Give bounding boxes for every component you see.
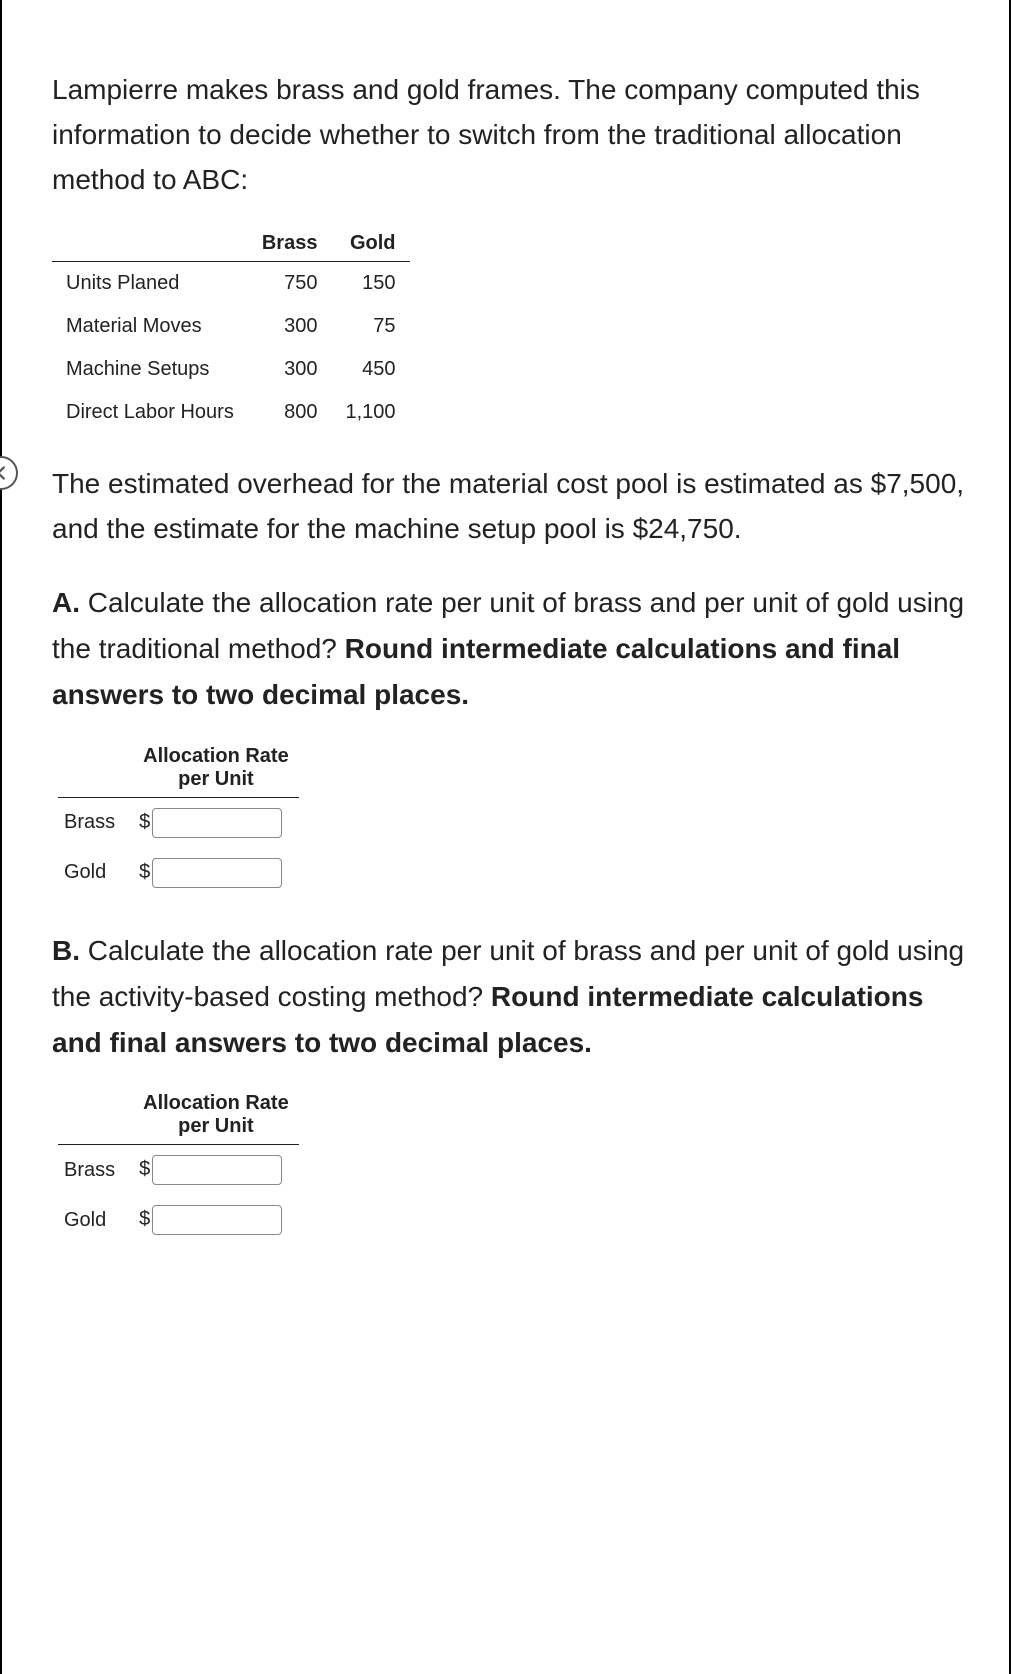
input-a-brass[interactable]: [152, 808, 282, 838]
cell-value: 450: [331, 348, 409, 391]
mid-text: The estimated overhead for the material …: [52, 462, 969, 552]
table-row: Units Planed 750 150: [52, 262, 410, 306]
alloc-b-blank-header: [58, 1088, 133, 1145]
input-a-gold[interactable]: [152, 858, 282, 888]
table-row: Machine Setups 300 450: [52, 348, 410, 391]
alloc-row-gold: Gold $: [58, 1195, 299, 1245]
cell-label: Direct Labor Hours: [52, 391, 248, 434]
input-b-gold[interactable]: [152, 1205, 282, 1235]
part-a-label: A.: [52, 587, 80, 618]
currency-symbol: $: [139, 811, 150, 834]
alloc-table-b: Allocation Rate per Unit Brass $ Gold $: [58, 1088, 299, 1245]
row-label-brass: Brass: [58, 797, 133, 848]
alloc-table-a: Allocation Rate per Unit Brass $ Gold $: [58, 741, 299, 898]
col-header-brass: Brass: [248, 226, 332, 262]
alloc-row-brass: Brass $: [58, 1145, 299, 1196]
col-header-gold: Gold: [331, 226, 409, 262]
alloc-b-gold-cell: $: [133, 1195, 299, 1245]
cell-label: Material Moves: [52, 305, 248, 348]
cell-label: Units Planed: [52, 262, 248, 306]
cell-value: 300: [248, 305, 332, 348]
input-b-brass[interactable]: [152, 1155, 282, 1185]
alloc-a-blank-header: [58, 741, 133, 798]
table-row: Direct Labor Hours 800 1,100: [52, 391, 410, 434]
cell-value: 75: [331, 305, 409, 348]
part-b-text: B. Calculate the allocation rate per uni…: [52, 928, 969, 1067]
part-b-label: B.: [52, 935, 80, 966]
intro-text: Lampierre makes brass and gold frames. T…: [52, 68, 969, 202]
alloc-header-line1: Allocation Rate: [143, 1092, 289, 1114]
cell-value: 800: [248, 391, 332, 434]
nav-marker-icon[interactable]: [0, 456, 18, 490]
alloc-header-line2: per Unit: [178, 768, 254, 790]
alloc-row-gold: Gold $: [58, 848, 299, 898]
cell-value: 300: [248, 348, 332, 391]
alloc-row-brass: Brass $: [58, 797, 299, 848]
alloc-a-gold-cell: $: [133, 848, 299, 898]
currency-symbol: $: [139, 1158, 150, 1181]
currency-symbol: $: [139, 1208, 150, 1231]
col-header-blank: [52, 226, 248, 262]
currency-symbol: $: [139, 861, 150, 884]
cell-label: Machine Setups: [52, 348, 248, 391]
cell-value: 750: [248, 262, 332, 306]
cell-value: 150: [331, 262, 409, 306]
row-label-gold: Gold: [58, 848, 133, 898]
row-label-brass: Brass: [58, 1145, 133, 1196]
alloc-b-brass-cell: $: [133, 1145, 299, 1196]
data-table: Brass Gold Units Planed 750 150 Material…: [52, 226, 410, 434]
cell-value: 1,100: [331, 391, 409, 434]
alloc-header-line2: per Unit: [178, 1115, 254, 1137]
table-row: Material Moves 300 75: [52, 305, 410, 348]
alloc-a-header: Allocation Rate per Unit: [133, 741, 299, 798]
alloc-b-header: Allocation Rate per Unit: [133, 1088, 299, 1145]
question-page: Lampierre makes brass and gold frames. T…: [0, 0, 1011, 1674]
alloc-header-line1: Allocation Rate: [143, 745, 289, 767]
row-label-gold: Gold: [58, 1195, 133, 1245]
alloc-a-brass-cell: $: [133, 797, 299, 848]
part-a-text: A. Calculate the allocation rate per uni…: [52, 580, 969, 719]
